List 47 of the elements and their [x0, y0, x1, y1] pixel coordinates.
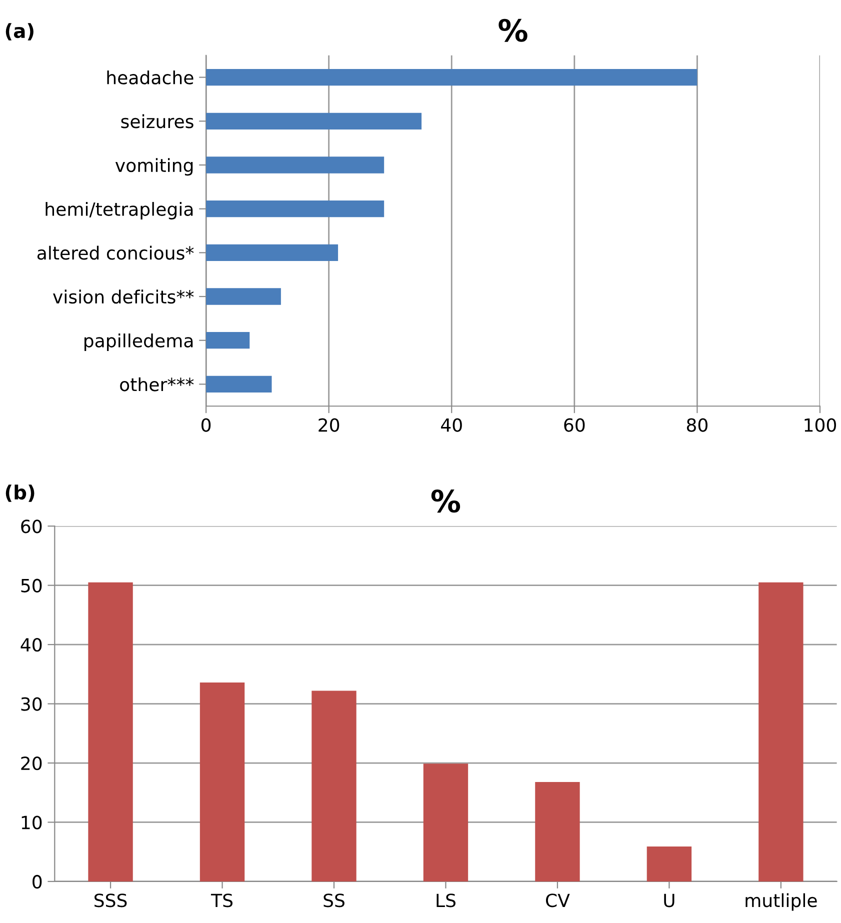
- x-tick-label: U: [664, 894, 674, 908]
- text: (a): [6, 23, 34, 40]
- bar: [206, 376, 272, 393]
- chart-title: %: [498, 18, 528, 42]
- x-tick-label: 60: [564, 418, 585, 432]
- y-tick-label: 30: [21, 697, 42, 711]
- x-tick-label: LS: [436, 894, 456, 908]
- y-tick-label: seizures: [121, 114, 194, 128]
- x-tick-label: TS: [210, 894, 233, 908]
- y-tick-label: altered concious*: [37, 246, 194, 260]
- chart-title: %: [431, 490, 460, 513]
- bar: [423, 764, 468, 882]
- x-tick-label: mutliple: [746, 893, 817, 911]
- bar: [206, 68, 698, 86]
- bar: [88, 582, 133, 882]
- bar: [758, 582, 804, 882]
- y-tick-label: 0: [32, 874, 42, 889]
- y-tick-label: 10: [22, 816, 42, 830]
- x-tick-label: 40: [441, 418, 462, 432]
- bar: [206, 112, 422, 130]
- bar: [206, 288, 281, 305]
- y-tick-label: hemi/tetraplegia: [46, 202, 193, 220]
- bar: [206, 332, 250, 349]
- y-tick-label: vision deficits**: [52, 290, 194, 304]
- y-tick-label: 20: [21, 756, 42, 770]
- bar: [200, 682, 245, 882]
- y-tick-label: headache: [107, 70, 194, 84]
- bar: [206, 156, 384, 174]
- y-tick-label: 50: [21, 578, 42, 592]
- bar: [646, 846, 692, 882]
- x-tick-label: 0: [201, 418, 211, 432]
- bar: [312, 690, 356, 882]
- y-tick-label: other***: [120, 377, 194, 392]
- x-tick-label: SS: [324, 894, 344, 908]
- y-tick-label: 60: [21, 520, 42, 534]
- text: (b): [6, 484, 34, 502]
- x-tick-label: 80: [686, 418, 708, 432]
- y-tick-label: 40: [20, 638, 42, 652]
- x-tick-label: 100: [804, 418, 836, 432]
- y-tick-label: vomiting: [115, 158, 193, 176]
- y-tick-label: papilledema: [84, 333, 193, 351]
- x-tick-label: CV: [546, 894, 570, 908]
- x-tick-label: SSS: [94, 894, 127, 908]
- bar: [535, 782, 580, 882]
- bar: [206, 244, 338, 261]
- bar: [206, 200, 384, 218]
- x-tick-label: 20: [318, 418, 340, 432]
